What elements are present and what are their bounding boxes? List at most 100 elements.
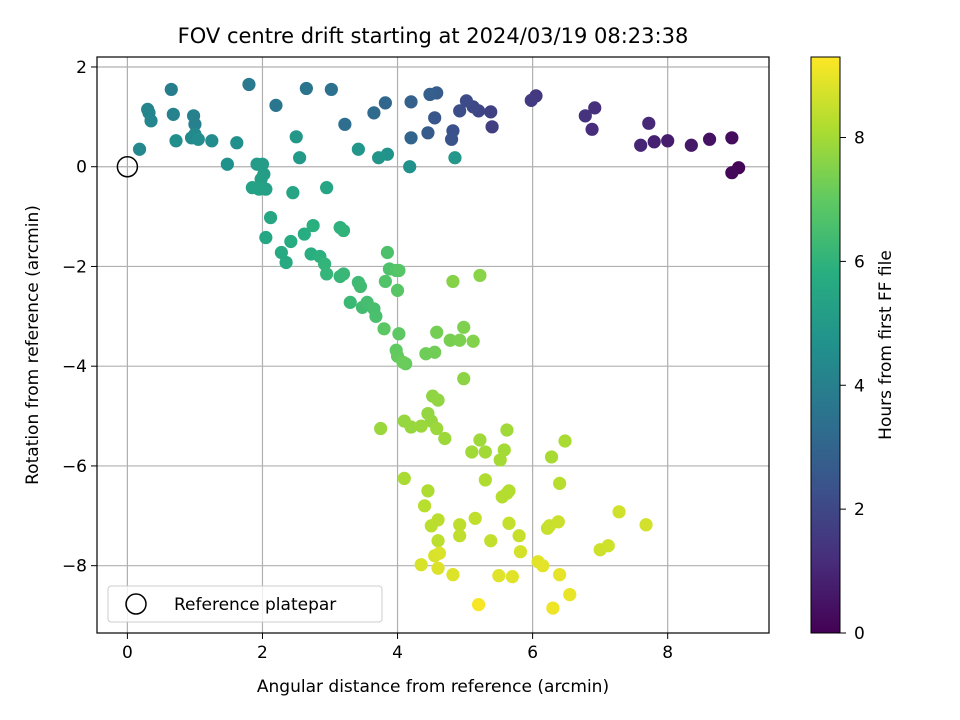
data-point	[293, 151, 307, 165]
x-axis-ticks: 0 2 4 6 8	[122, 633, 673, 663]
data-point	[725, 166, 739, 180]
data-point	[647, 135, 661, 149]
data-point	[612, 505, 626, 519]
data-point	[164, 82, 178, 97]
data-point	[404, 95, 418, 109]
data-point	[558, 434, 572, 448]
data-point	[431, 534, 445, 548]
data-point	[642, 116, 656, 130]
x-tick-label: 2	[257, 643, 268, 663]
data-point	[428, 345, 442, 359]
colorbar-tick-label: 4	[854, 376, 865, 396]
data-point	[453, 518, 467, 532]
data-point	[397, 471, 411, 486]
reference-platepar-marker	[116, 155, 139, 178]
data-point	[553, 476, 567, 490]
data-point	[431, 393, 445, 407]
plot-frame	[96, 56, 770, 634]
data-point	[367, 106, 381, 120]
data-point	[351, 142, 365, 156]
data-point	[448, 151, 462, 165]
data-point	[169, 134, 183, 148]
data-point	[396, 355, 410, 369]
data-point	[524, 93, 538, 107]
data-point	[485, 120, 499, 134]
legend-marker	[125, 593, 147, 615]
data-point	[284, 234, 298, 249]
data-point	[245, 181, 259, 195]
data-point	[205, 134, 219, 148]
data-point	[563, 588, 577, 602]
data-point	[684, 138, 698, 152]
data-point	[443, 333, 457, 347]
colorbar-label: Hours from first FF file	[876, 250, 896, 440]
data-point	[468, 511, 482, 525]
data-point	[279, 255, 293, 270]
data-point	[478, 473, 492, 487]
data-point	[478, 445, 492, 459]
colorbar-ticks: 0 2 4 6 8	[840, 129, 865, 644]
data-point	[263, 210, 278, 225]
data-point	[306, 218, 320, 233]
data-point	[438, 431, 452, 446]
data-point	[725, 131, 739, 145]
x-tick-label: 4	[392, 643, 403, 663]
data-point	[390, 283, 405, 297]
data-point	[343, 295, 357, 309]
data-point	[471, 597, 486, 612]
data-point	[484, 105, 498, 119]
data-point	[269, 98, 283, 112]
data-point	[417, 499, 432, 513]
data-point	[431, 561, 445, 575]
data-point	[473, 268, 487, 283]
data-point	[495, 490, 509, 504]
data-point	[430, 325, 444, 339]
data-point	[421, 126, 435, 140]
data-point	[404, 131, 418, 145]
data-point	[546, 601, 560, 615]
data-point	[255, 157, 270, 171]
data-point	[512, 529, 526, 543]
data-point	[374, 421, 388, 436]
data-point	[473, 433, 487, 447]
data-point	[377, 322, 391, 336]
data-point	[588, 101, 602, 115]
data-point	[553, 568, 567, 582]
data-point	[639, 518, 653, 532]
data-point	[457, 372, 471, 386]
colorbar-tick-label: 0	[854, 624, 865, 644]
data-point	[166, 107, 180, 121]
x-axis-label: Angular distance from reference (arcmin)	[257, 677, 609, 697]
data-point	[585, 122, 599, 136]
data-point	[502, 516, 516, 530]
data-point	[551, 515, 565, 529]
data-point	[430, 421, 444, 436]
data-point	[254, 172, 268, 186]
y-tick-label: −8	[62, 557, 87, 577]
colorbar-tick-label: 8	[854, 129, 865, 149]
data-point	[230, 136, 244, 150]
data-point	[544, 450, 559, 464]
data-point	[336, 267, 351, 281]
grid-lines	[97, 57, 769, 633]
y-axis-label: Rotation from reference (arcmin)	[23, 205, 43, 485]
legend-label: Reference platepar	[174, 595, 336, 615]
y-tick-label: 2	[76, 58, 87, 78]
colorbar: 0 2 4 6 8 Hours from first FF file	[810, 56, 896, 644]
data-point	[444, 132, 459, 146]
data-point	[493, 453, 507, 467]
data-point	[286, 186, 300, 200]
data-point	[457, 320, 471, 334]
data-point	[144, 114, 158, 128]
data-point	[500, 423, 514, 437]
x-tick-label: 6	[527, 643, 538, 663]
data-point	[274, 245, 288, 260]
data-point	[353, 279, 367, 294]
data-point	[289, 130, 303, 144]
data-point	[453, 104, 467, 118]
reference-marker-layer	[116, 155, 139, 178]
colorbar-tick-label: 6	[854, 252, 865, 272]
data-point	[403, 160, 417, 174]
data-point	[459, 94, 474, 108]
